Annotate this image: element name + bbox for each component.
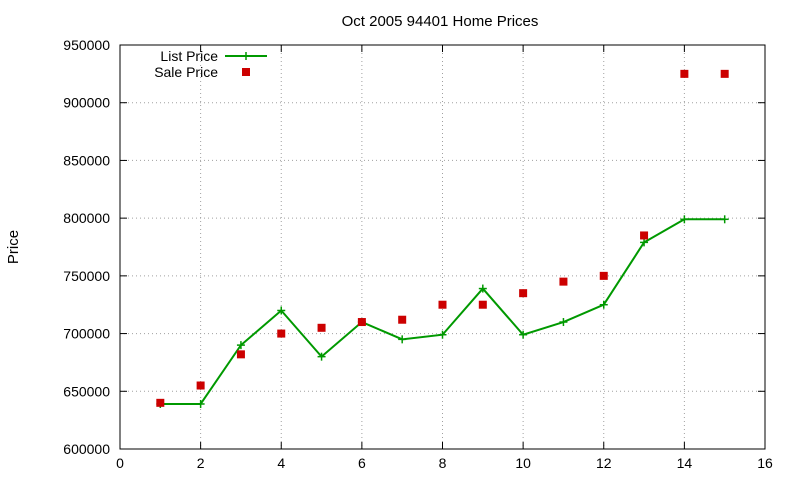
sale-price-point bbox=[277, 329, 286, 338]
list-price-line bbox=[160, 218, 725, 405]
sale-price-point bbox=[156, 398, 165, 407]
list-price-point bbox=[599, 300, 608, 309]
legend-label-list-price: List Price bbox=[160, 48, 218, 64]
list-price-point bbox=[438, 330, 447, 339]
list-price-point bbox=[680, 215, 689, 224]
sale-price-point bbox=[640, 231, 649, 240]
legend-marker-list-price bbox=[242, 52, 250, 60]
list-price-point bbox=[720, 215, 729, 224]
y-tick-label: 850000 bbox=[63, 152, 110, 168]
sale-price-point bbox=[559, 277, 568, 286]
x-tick-label: 2 bbox=[197, 455, 205, 471]
sale-price-point bbox=[720, 69, 729, 78]
y-tick-label: 650000 bbox=[63, 383, 110, 399]
data-series bbox=[156, 69, 729, 408]
list-price-point bbox=[519, 330, 528, 339]
y-tick-label: 600000 bbox=[63, 441, 110, 457]
list-price-point bbox=[236, 341, 245, 350]
y-tick-label: 950000 bbox=[63, 37, 110, 53]
x-tick-label: 6 bbox=[358, 455, 366, 471]
sale-price-point bbox=[236, 350, 245, 359]
list-price-point bbox=[398, 335, 407, 344]
sale-price-point bbox=[196, 381, 205, 390]
grid-lines bbox=[120, 45, 765, 449]
x-tick-label: 12 bbox=[596, 455, 612, 471]
chart-title: Oct 2005 94401 Home Prices bbox=[342, 13, 539, 30]
axis-ticks: 0 2 4 6 8 10 12 14 16 600000 650000 700000 750000 800… bbox=[63, 37, 773, 471]
legend-label-sale-price: Sale Price bbox=[154, 64, 218, 80]
x-tick-label: 14 bbox=[677, 455, 693, 471]
list-price-point bbox=[640, 238, 649, 247]
sale-price-point bbox=[398, 315, 407, 324]
x-tick-label: 8 bbox=[439, 455, 447, 471]
y-tick-label: 800000 bbox=[63, 210, 110, 226]
list-price-point bbox=[317, 352, 326, 361]
sale-price-point bbox=[357, 318, 366, 327]
sale-price-point bbox=[317, 323, 326, 332]
list-price-point bbox=[196, 399, 205, 408]
x-tick-label: 0 bbox=[116, 455, 124, 471]
y-tick-label: 900000 bbox=[63, 95, 110, 111]
y-tick-label: 700000 bbox=[63, 326, 110, 342]
x-tick-label: 10 bbox=[515, 455, 531, 471]
sale-price-point bbox=[438, 300, 447, 309]
x-tick-label: 16 bbox=[757, 455, 773, 471]
sale-price-point bbox=[519, 289, 528, 298]
list-price-point bbox=[277, 306, 286, 315]
list-price-point bbox=[559, 318, 568, 327]
y-tick-label: 750000 bbox=[63, 268, 110, 284]
legend-marker-sale-price bbox=[242, 68, 250, 76]
y-axis-label: Price bbox=[5, 230, 22, 264]
x-tick-label: 4 bbox=[277, 455, 285, 471]
sale-price-point bbox=[478, 300, 487, 309]
sale-price-point bbox=[599, 271, 608, 280]
sale-price-point bbox=[680, 69, 689, 78]
list-price-point bbox=[478, 284, 487, 293]
